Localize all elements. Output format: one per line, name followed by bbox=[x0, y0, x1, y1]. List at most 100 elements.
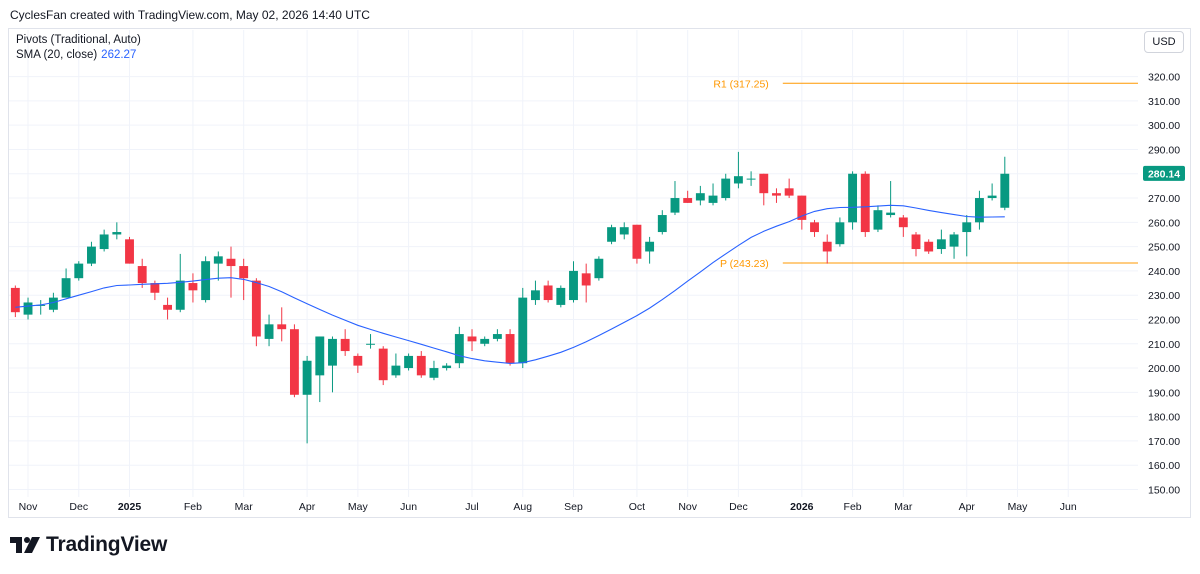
candle[interactable] bbox=[87, 241, 96, 267]
candle-body bbox=[74, 263, 84, 279]
candle-body bbox=[366, 343, 375, 345]
candle[interactable] bbox=[226, 246, 236, 298]
candle[interactable] bbox=[810, 219, 819, 237]
candle[interactable] bbox=[137, 258, 147, 288]
candle-body bbox=[911, 234, 921, 250]
candle[interactable] bbox=[277, 307, 287, 342]
candle-body bbox=[429, 368, 439, 378]
candle[interactable] bbox=[302, 355, 312, 444]
candle[interactable] bbox=[366, 334, 375, 349]
candle[interactable] bbox=[125, 236, 134, 264]
candle[interactable] bbox=[607, 224, 616, 245]
candle-body bbox=[860, 173, 870, 233]
candle[interactable] bbox=[175, 253, 185, 313]
candle[interactable] bbox=[391, 353, 401, 378]
candle-body bbox=[835, 222, 845, 245]
candle-body bbox=[251, 280, 261, 337]
candle[interactable] bbox=[416, 351, 426, 378]
candle[interactable] bbox=[556, 285, 566, 308]
candle[interactable] bbox=[1000, 156, 1010, 211]
candle-body bbox=[936, 239, 946, 250]
candle[interactable] bbox=[492, 329, 502, 342]
candle[interactable] bbox=[378, 346, 388, 386]
candle[interactable] bbox=[657, 210, 667, 235]
candle[interactable] bbox=[594, 256, 604, 281]
candle[interactable] bbox=[353, 353, 363, 373]
candle[interactable] bbox=[505, 329, 515, 366]
candle[interactable] bbox=[721, 173, 731, 201]
candle[interactable] bbox=[987, 183, 997, 201]
candle-body bbox=[391, 365, 401, 376]
candle-body bbox=[175, 280, 185, 310]
candle[interactable] bbox=[695, 185, 705, 206]
candle-body bbox=[784, 188, 794, 196]
candle[interactable] bbox=[340, 329, 350, 356]
candle[interactable] bbox=[99, 229, 109, 252]
candle-body bbox=[759, 173, 769, 194]
candle[interactable] bbox=[10, 285, 20, 318]
candle[interactable] bbox=[873, 205, 883, 233]
candle-body bbox=[10, 287, 20, 313]
candle[interactable] bbox=[886, 181, 896, 218]
candle[interactable] bbox=[670, 181, 680, 216]
candle[interactable] bbox=[569, 261, 578, 303]
currency-button[interactable]: USD bbox=[1144, 31, 1184, 53]
candle[interactable] bbox=[962, 215, 972, 257]
candle-body bbox=[543, 285, 553, 301]
candle[interactable] bbox=[36, 300, 46, 315]
pivots-legend[interactable]: Pivots (Traditional, Auto) bbox=[16, 34, 141, 46]
candle[interactable] bbox=[581, 263, 591, 303]
candle[interactable] bbox=[936, 229, 946, 254]
candle[interactable] bbox=[480, 336, 490, 347]
candle[interactable] bbox=[442, 363, 452, 371]
candle[interactable] bbox=[289, 324, 299, 398]
candle[interactable] bbox=[911, 232, 921, 257]
candle[interactable] bbox=[163, 297, 173, 320]
candle[interactable] bbox=[454, 326, 464, 369]
candle[interactable] bbox=[898, 215, 908, 237]
candle[interactable] bbox=[797, 195, 807, 230]
candle[interactable] bbox=[645, 236, 655, 264]
candle[interactable] bbox=[328, 336, 337, 393]
candle[interactable] bbox=[784, 178, 794, 199]
candle[interactable] bbox=[733, 151, 743, 189]
y-tick-label: 240.00 bbox=[1148, 266, 1180, 278]
candle[interactable] bbox=[518, 287, 528, 369]
candle[interactable] bbox=[683, 190, 693, 203]
candle-body bbox=[239, 266, 249, 279]
candle[interactable] bbox=[531, 280, 540, 305]
candle[interactable] bbox=[848, 171, 858, 230]
candle[interactable] bbox=[404, 353, 414, 371]
candle[interactable] bbox=[429, 360, 439, 381]
candle[interactable] bbox=[543, 280, 553, 303]
candle[interactable] bbox=[112, 222, 122, 240]
candle[interactable] bbox=[835, 217, 845, 247]
candle[interactable] bbox=[467, 329, 477, 352]
candle[interactable] bbox=[974, 190, 984, 230]
candle[interactable] bbox=[74, 261, 84, 281]
candle[interactable] bbox=[264, 314, 274, 347]
sma-legend[interactable]: SMA (20, close) 262.27 bbox=[16, 48, 141, 63]
candle[interactable] bbox=[251, 278, 261, 347]
candle-body bbox=[404, 355, 414, 369]
candle-body bbox=[61, 278, 71, 298]
candle[interactable] bbox=[759, 173, 769, 206]
candle[interactable] bbox=[949, 232, 959, 259]
candle-body bbox=[683, 198, 693, 203]
candle[interactable] bbox=[860, 171, 870, 237]
candle[interactable] bbox=[61, 268, 71, 298]
candle[interactable] bbox=[315, 336, 325, 403]
candle[interactable] bbox=[708, 183, 718, 206]
candle[interactable] bbox=[632, 224, 642, 264]
candle[interactable] bbox=[188, 273, 198, 303]
candle[interactable] bbox=[924, 239, 934, 254]
candle[interactable] bbox=[822, 234, 832, 264]
x-tick-label: Oct bbox=[629, 501, 645, 513]
candle[interactable] bbox=[23, 297, 33, 320]
candle[interactable] bbox=[772, 188, 781, 203]
x-tick-label: Nov bbox=[678, 501, 697, 513]
candle[interactable] bbox=[213, 251, 223, 281]
candle[interactable] bbox=[746, 171, 756, 186]
candle[interactable] bbox=[619, 222, 629, 240]
